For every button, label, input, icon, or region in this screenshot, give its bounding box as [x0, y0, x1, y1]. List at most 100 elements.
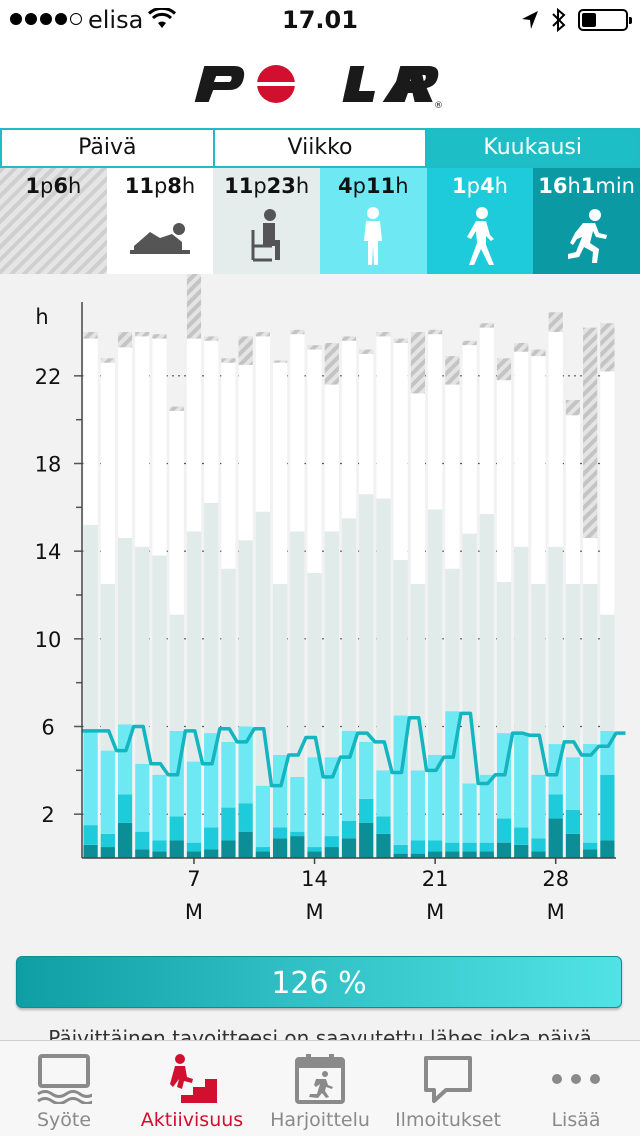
svg-text:®: ® — [434, 101, 443, 110]
bar-segment-nonwear — [272, 360, 288, 363]
bar-segment-light — [307, 757, 322, 848]
bar-segment-nonwear — [100, 358, 115, 363]
bar-segment-high — [255, 851, 270, 858]
bar-segment-high — [548, 818, 563, 858]
bar-segment-rest — [272, 362, 288, 585]
x-tick-label: 14 — [301, 867, 328, 891]
bar-segment-nonwear — [583, 327, 598, 539]
status-bar: elisa 17.01 — [0, 0, 640, 40]
bar-segment-high — [600, 840, 615, 858]
bar-segment-light — [83, 730, 98, 826]
bar-segment-light — [565, 757, 581, 810]
bar-segment-rest — [255, 336, 270, 512]
bar-segment-light — [376, 770, 391, 817]
activity-bar-chart: h 2 6 10 14 18 22 7 M 14 M 21 M 28 M — [35, 274, 626, 924]
bluetooth-icon — [552, 7, 566, 33]
bar-segment-nonwear — [462, 340, 477, 346]
tab-day[interactable]: Päivä — [0, 128, 215, 168]
bar-segment-nonwear — [324, 342, 339, 385]
level-nonwear[interactable]: 1p6h — [0, 168, 107, 274]
bar-segment-light — [359, 741, 374, 799]
bar-segment-medium — [221, 807, 236, 841]
bar-segment-sitting — [169, 614, 184, 731]
bar-segment-high — [100, 847, 115, 858]
bar-segment-high — [272, 838, 288, 858]
bar-segment-rest — [583, 538, 598, 585]
x-tick-label: 28 — [542, 867, 569, 891]
clock: 17.01 — [282, 6, 358, 34]
app-header: ® — [0, 40, 640, 128]
level-walking[interactable]: 1p4h — [426, 168, 534, 274]
bar-segment-rest — [221, 362, 236, 569]
bar-segment-sitting — [496, 581, 512, 734]
signal-strength-icon — [10, 13, 82, 25]
nav-activity[interactable]: Aktiivisuus — [128, 1041, 256, 1136]
bar-segment-sitting — [600, 614, 615, 731]
nav-notifications[interactable]: Ilmoitukset — [384, 1041, 512, 1136]
bar-segment-medium — [496, 818, 512, 843]
bar-segment-light — [186, 761, 202, 843]
bar-segment-medium — [548, 794, 563, 819]
bar-segment-sitting — [548, 546, 563, 745]
bar-segment-rest — [186, 338, 202, 532]
bar-segment-medium — [204, 827, 219, 850]
bar-segment-sitting — [186, 531, 202, 762]
nav-training-label: Harjoittelu — [270, 1109, 370, 1131]
activity-levels: 1p6h 11p8h 11p23h 4p11h — [0, 168, 640, 274]
bar-segment-sitting — [272, 584, 288, 755]
bar-segment-sitting — [238, 540, 253, 727]
walking-icon — [427, 204, 534, 270]
bar-segment-nonwear — [514, 342, 529, 352]
bar-segment-sitting — [221, 568, 236, 742]
bar-segment-medium — [169, 816, 184, 841]
more-dots-icon — [512, 1051, 640, 1107]
level-sitting[interactable]: 11p23h — [213, 168, 320, 274]
tab-week[interactable]: Viikko — [214, 128, 428, 168]
nav-more-label: Lisää — [551, 1109, 601, 1131]
bar-segment-sitting — [376, 498, 391, 771]
goal-line — [82, 711, 626, 788]
y-tick-label: 14 — [35, 540, 62, 564]
bar-segment-high — [135, 849, 150, 858]
running-icon — [533, 204, 640, 270]
bar-segment-light — [152, 774, 167, 841]
bar-segment-medium — [324, 836, 339, 848]
bar-segment-rest — [359, 353, 374, 495]
bar-segment-light — [514, 733, 529, 828]
bar-segment-high — [428, 851, 443, 858]
bar-segment-light — [410, 770, 426, 841]
bar-segment-high — [531, 851, 546, 858]
nav-more[interactable]: Lisää — [512, 1041, 640, 1136]
bar-segment-medium — [83, 825, 98, 845]
tab-month[interactable]: Kuukausi — [427, 128, 640, 168]
bar-segment-medium — [376, 816, 391, 834]
feed-icon — [0, 1051, 128, 1107]
level-standing[interactable]: 4p11h — [319, 168, 427, 274]
x-tick-label: 7 — [187, 867, 200, 891]
bar-segment-rest — [341, 340, 357, 519]
bar-segment-nonwear — [255, 332, 270, 337]
bar-segment-high — [393, 853, 408, 858]
bar-segment-sitting — [100, 584, 115, 751]
bar-segment-medium — [428, 840, 443, 852]
goal-progress-bar[interactable]: 126 % — [16, 956, 622, 1008]
level-sleep[interactable]: 11p8h — [106, 168, 214, 274]
bar-segment-medium — [307, 847, 322, 852]
bar-segment-sitting — [359, 494, 374, 742]
bar-segment-sitting — [341, 518, 357, 731]
bar-segment-medium — [117, 794, 133, 823]
bar-segment-medium — [186, 842, 202, 852]
bar-segment-nonwear — [548, 312, 563, 332]
x-tick-sublabel: M — [426, 900, 444, 924]
bar-segment-medium — [410, 840, 426, 854]
bar-segment-sitting — [565, 584, 581, 758]
level-running[interactable]: 16h1min — [533, 168, 640, 274]
level-running-duration: 16h1min — [538, 174, 635, 198]
bar-segment-rest — [445, 384, 460, 569]
bar-segment-light — [290, 776, 305, 832]
bar-segment-high — [221, 840, 236, 858]
nav-training[interactable]: Harjoittelu — [256, 1041, 384, 1136]
bar-segment-sitting — [204, 502, 219, 734]
bar-segment-sitting — [428, 509, 443, 755]
nav-feed[interactable]: Syöte — [0, 1041, 128, 1136]
